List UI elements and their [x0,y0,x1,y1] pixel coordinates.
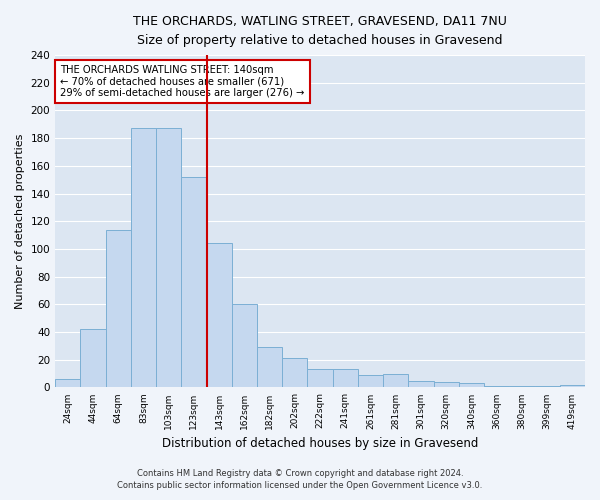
Bar [459,384,484,388]
Bar [484,386,509,388]
Bar [434,382,459,388]
Text: THE ORCHARDS WATLING STREET: 140sqm
← 70% of detached houses are smaller (671)
2: THE ORCHARDS WATLING STREET: 140sqm ← 70… [61,65,305,98]
Bar [55,379,80,388]
Bar [80,330,106,388]
Bar [307,370,332,388]
Bar [156,128,181,388]
Bar [282,358,307,388]
Bar [106,230,131,388]
X-axis label: Distribution of detached houses by size in Gravesend: Distribution of detached houses by size … [162,437,478,450]
Bar [509,386,535,388]
Bar [383,374,409,388]
Text: Contains HM Land Registry data © Crown copyright and database right 2024.
Contai: Contains HM Land Registry data © Crown c… [118,468,482,490]
Bar [332,370,358,388]
Bar [181,177,206,388]
Bar [409,380,434,388]
Bar [535,386,560,388]
Bar [206,244,232,388]
Bar [131,128,156,388]
Title: THE ORCHARDS, WATLING STREET, GRAVESEND, DA11 7NU
Size of property relative to d: THE ORCHARDS, WATLING STREET, GRAVESEND,… [133,15,507,47]
Y-axis label: Number of detached properties: Number of detached properties [15,134,25,309]
Bar [358,375,383,388]
Bar [560,384,585,388]
Bar [232,304,257,388]
Bar [257,348,282,388]
